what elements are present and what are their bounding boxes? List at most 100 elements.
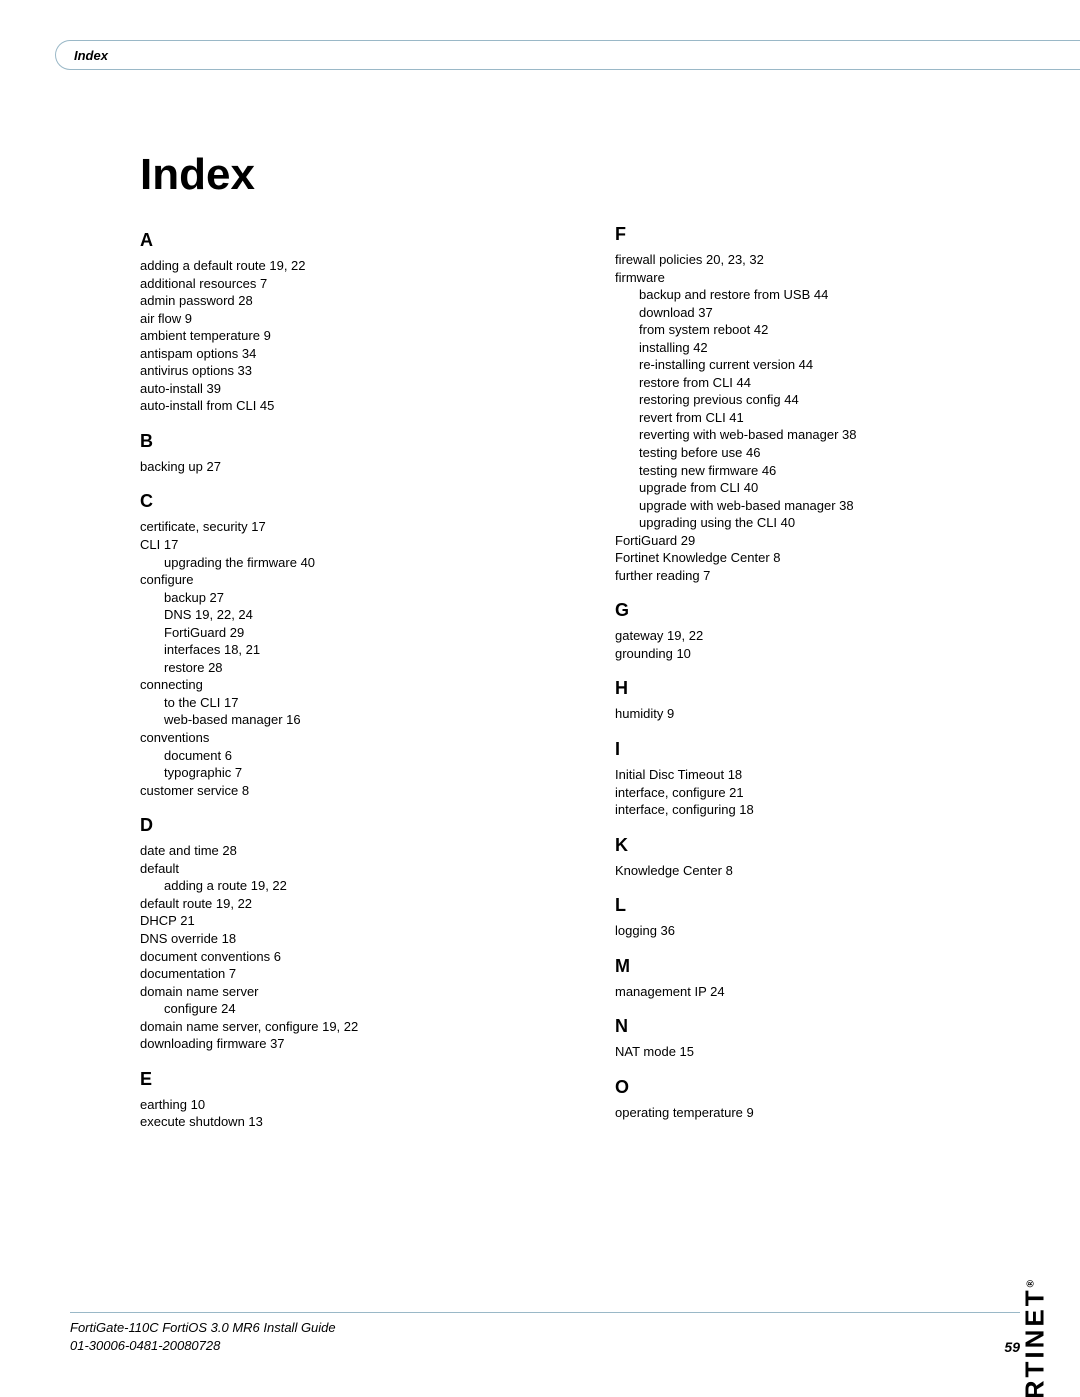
index-entry: default (140, 860, 545, 878)
footer-guide-title: FortiGate-110C FortiOS 3.0 MR6 Install G… (70, 1319, 336, 1337)
index-subentry: reverting with web-based manager 38 (615, 426, 1020, 444)
index-entries: date and time 28defaultadding a route 19… (140, 842, 545, 1053)
index-entry: Fortinet Knowledge Center 8 (615, 549, 1020, 567)
index-entries: humidity 9 (615, 705, 1020, 723)
index-entry: auto-install 39 (140, 380, 545, 398)
index-subentry: from system reboot 42 (615, 321, 1020, 339)
index-entries: certificate, security 17CLI 17upgrading … (140, 518, 545, 799)
index-entry: conventions (140, 729, 545, 747)
index-entries: earthing 10execute shutdown 13 (140, 1096, 545, 1131)
brand-mark: FORTINET® (1019, 1277, 1050, 1397)
index-entries: gateway 19, 22grounding 10 (615, 627, 1020, 662)
index-entries: backing up 27 (140, 458, 545, 476)
index-entries: Initial Disc Timeout 18interface, config… (615, 766, 1020, 819)
index-entries: adding a default route 19, 22additional … (140, 257, 545, 415)
brand-text: FORTINET® (1019, 1277, 1050, 1397)
index-letter-heading: K (615, 835, 1020, 856)
index-entry: backing up 27 (140, 458, 545, 476)
index-entry: default route 19, 22 (140, 895, 545, 913)
index-entry: date and time 28 (140, 842, 545, 860)
index-subentry: backup 27 (140, 589, 545, 607)
index-entries: NAT mode 15 (615, 1043, 1020, 1061)
index-letter-heading: A (140, 230, 545, 251)
index-entry: document conventions 6 (140, 948, 545, 966)
index-entry: management IP 24 (615, 983, 1020, 1001)
index-subentry: configure 24 (140, 1000, 545, 1018)
index-entry: Knowledge Center 8 (615, 862, 1020, 880)
index-letter-heading: E (140, 1069, 545, 1090)
index-subentry: upgrade with web-based manager 38 (615, 497, 1020, 515)
index-entry: air flow 9 (140, 310, 545, 328)
index-letter-heading: M (615, 956, 1020, 977)
index-entry: NAT mode 15 (615, 1043, 1020, 1061)
header-bar: Index (55, 40, 1080, 70)
footer-doc-number: 01-30006-0481-20080728 (70, 1337, 336, 1355)
footer: FortiGate-110C FortiOS 3.0 MR6 Install G… (70, 1312, 1020, 1355)
index-entry: configure (140, 571, 545, 589)
index-subentry: download 37 (615, 304, 1020, 322)
index-entry: customer service 8 (140, 782, 545, 800)
content-area: Index Aadding a default route 19, 22addi… (140, 150, 1020, 1277)
index-subentry: revert from CLI 41 (615, 409, 1020, 427)
index-subentry: restore from CLI 44 (615, 374, 1020, 392)
footer-left: FortiGate-110C FortiOS 3.0 MR6 Install G… (70, 1319, 336, 1355)
index-column-left: Index Aadding a default route 19, 22addi… (140, 150, 545, 1277)
index-groups-left: Aadding a default route 19, 22additional… (140, 230, 545, 1131)
index-letter-heading: O (615, 1077, 1020, 1098)
index-letter-heading: H (615, 678, 1020, 699)
index-subentry: document 6 (140, 747, 545, 765)
page: Index Index Aadding a default route 19, … (0, 0, 1080, 1397)
index-entry: admin password 28 (140, 292, 545, 310)
index-entry: auto-install from CLI 45 (140, 397, 545, 415)
page-title: Index (140, 150, 545, 200)
index-entry: FortiGuard 29 (615, 532, 1020, 550)
header-section-label: Index (74, 48, 108, 63)
index-entry: execute shutdown 13 (140, 1113, 545, 1131)
index-subentry: re-installing current version 44 (615, 356, 1020, 374)
index-entries: firewall policies 20, 23, 32firmwareback… (615, 251, 1020, 584)
footer-page-number: 59 (1004, 1339, 1020, 1355)
index-subentry: web-based manager 16 (140, 711, 545, 729)
index-entry: interface, configure 21 (615, 784, 1020, 802)
index-subentry: upgrade from CLI 40 (615, 479, 1020, 497)
index-subentry: typographic 7 (140, 764, 545, 782)
index-entry: antivirus options 33 (140, 362, 545, 380)
index-letter-heading: D (140, 815, 545, 836)
index-entry: connecting (140, 676, 545, 694)
index-entry: documentation 7 (140, 965, 545, 983)
index-entry: Initial Disc Timeout 18 (615, 766, 1020, 784)
index-entry: ambient temperature 9 (140, 327, 545, 345)
index-entry: further reading 7 (615, 567, 1020, 585)
index-subentry: DNS 19, 22, 24 (140, 606, 545, 624)
index-entries: management IP 24 (615, 983, 1020, 1001)
index-subentry: upgrading the firmware 40 (140, 554, 545, 572)
index-subentry: to the CLI 17 (140, 694, 545, 712)
index-entry: humidity 9 (615, 705, 1020, 723)
index-entry: interface, configuring 18 (615, 801, 1020, 819)
index-letter-heading: I (615, 739, 1020, 760)
index-entry: additional resources 7 (140, 275, 545, 293)
index-subentry: upgrading using the CLI 40 (615, 514, 1020, 532)
index-entry: domain name server, configure 19, 22 (140, 1018, 545, 1036)
index-letter-heading: F (615, 224, 1020, 245)
index-subentry: restore 28 (140, 659, 545, 677)
index-entry: DNS override 18 (140, 930, 545, 948)
index-entry: certificate, security 17 (140, 518, 545, 536)
index-entry: downloading firmware 37 (140, 1035, 545, 1053)
index-entry: CLI 17 (140, 536, 545, 554)
index-entry: firewall policies 20, 23, 32 (615, 251, 1020, 269)
index-column-right: Ffirewall policies 20, 23, 32firmwarebac… (615, 150, 1020, 1277)
index-entry: logging 36 (615, 922, 1020, 940)
index-entries: operating temperature 9 (615, 1104, 1020, 1122)
index-letter-heading: L (615, 895, 1020, 916)
index-letter-heading: G (615, 600, 1020, 621)
index-subentry: backup and restore from USB 44 (615, 286, 1020, 304)
index-entry: gateway 19, 22 (615, 627, 1020, 645)
index-entry: grounding 10 (615, 645, 1020, 663)
index-entries: Knowledge Center 8 (615, 862, 1020, 880)
index-subentry: interfaces 18, 21 (140, 641, 545, 659)
index-letter-heading: N (615, 1016, 1020, 1037)
index-subentry: FortiGuard 29 (140, 624, 545, 642)
index-subentry: adding a route 19, 22 (140, 877, 545, 895)
index-letter-heading: B (140, 431, 545, 452)
